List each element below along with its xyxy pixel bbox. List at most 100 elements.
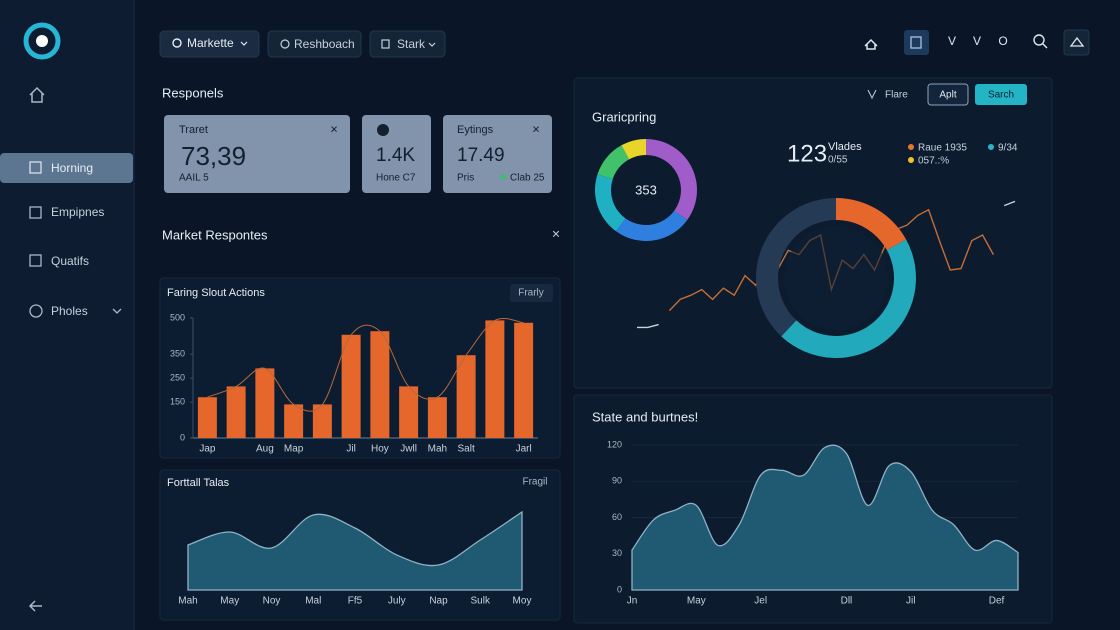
filter-icon bbox=[867, 89, 877, 100]
nav-tab-label[interactable]: Reshboach bbox=[294, 37, 355, 51]
y-tick-label: 90 bbox=[612, 476, 622, 486]
x-tick-label: July bbox=[388, 596, 406, 607]
nav-tab-label[interactable]: Markette bbox=[187, 36, 234, 50]
sidebar-active bbox=[0, 153, 133, 183]
x-tick-label: Mah bbox=[178, 596, 197, 607]
bar bbox=[485, 320, 505, 438]
stat-card bbox=[164, 115, 350, 193]
bar bbox=[427, 397, 447, 438]
x-tick-label: Jwll bbox=[400, 444, 417, 455]
x-tick-label: Jarl bbox=[516, 444, 532, 455]
card-value: 17.49 bbox=[457, 145, 505, 166]
x-tick-label: Jn bbox=[627, 596, 638, 607]
nav-icon[interactable]: V bbox=[973, 34, 981, 48]
home-icon[interactable] bbox=[864, 38, 878, 50]
bar bbox=[399, 386, 419, 438]
button[interactable] bbox=[927, 83, 969, 106]
nav-tab[interactable] bbox=[369, 30, 446, 58]
donut-segment bbox=[646, 139, 697, 220]
chevron bbox=[240, 41, 248, 46]
bar-chart: 0 150 250 350 500 Jap Aug Map Jil Hoy Jwll Mah Salt J… bbox=[170, 312, 538, 455]
bar bbox=[284, 404, 304, 438]
status-dot bbox=[500, 174, 506, 180]
button[interactable] bbox=[510, 284, 553, 302]
card-note: Hone C7 bbox=[376, 173, 416, 184]
nav-tab-label[interactable]: Stark bbox=[397, 37, 426, 51]
card-icon bbox=[377, 124, 389, 136]
tab-icon bbox=[381, 39, 390, 49]
filter-label[interactable]: Flare bbox=[885, 90, 908, 101]
nav-icon[interactable]: O bbox=[998, 34, 1007, 48]
sidebar-item[interactable]: Pholes bbox=[51, 304, 88, 318]
x-tick-label: Hoy bbox=[371, 444, 389, 455]
x-tick-label: Salt bbox=[458, 444, 475, 455]
y-tick-label: 150 bbox=[170, 396, 185, 406]
sidebar-icon bbox=[29, 206, 42, 219]
nav-tab[interactable] bbox=[159, 30, 260, 58]
x-tick-label: Mal bbox=[305, 596, 321, 607]
y-tick-label: 60 bbox=[612, 512, 622, 522]
button-label[interactable]: Frarly bbox=[518, 288, 544, 299]
legend-swatch bbox=[908, 144, 914, 150]
icon bbox=[1069, 36, 1085, 47]
legend-swatch bbox=[988, 144, 994, 150]
button-label[interactable]: Sarch bbox=[988, 90, 1014, 101]
close-icon[interactable]: × bbox=[532, 121, 540, 136]
icon-button[interactable] bbox=[904, 30, 929, 55]
home-icon[interactable] bbox=[29, 86, 45, 103]
card-note: AAIL 5 bbox=[179, 173, 209, 184]
section-title: Market Respontes bbox=[162, 227, 268, 242]
x-tick-label: Jil bbox=[906, 596, 915, 607]
stat-sub: 0/55 bbox=[828, 155, 848, 166]
donut-segment bbox=[621, 139, 646, 160]
legend-swatch bbox=[908, 157, 914, 163]
stat-label: Vlades bbox=[828, 141, 862, 153]
area bbox=[631, 444, 1019, 591]
donut-segment bbox=[594, 174, 626, 232]
close-icon[interactable]: × bbox=[330, 121, 338, 136]
search-icon-handle bbox=[1042, 43, 1048, 49]
area-chart: Mah May Noy Mal Ff5 July Nap Sulk Moy bbox=[178, 510, 531, 607]
logo bbox=[23, 22, 61, 60]
nav-icon[interactable]: V bbox=[948, 34, 956, 48]
sidebar-item[interactable]: Quatifs bbox=[51, 254, 89, 268]
x-tick-label: Map bbox=[284, 444, 304, 455]
button-label[interactable]: Aplt bbox=[939, 90, 956, 101]
sidebar bbox=[0, 0, 134, 630]
sidebar-item[interactable]: Empipnes bbox=[51, 205, 104, 219]
sidebar-icon bbox=[29, 161, 42, 174]
bar bbox=[255, 368, 275, 438]
close-icon[interactable]: × bbox=[552, 226, 560, 242]
x-tick-label: Jel bbox=[754, 596, 767, 607]
chart-title: Forttall Talas bbox=[167, 477, 230, 489]
collapse-icon[interactable] bbox=[28, 600, 42, 612]
x-tick-label: May bbox=[220, 596, 239, 607]
x-tick-label: Jap bbox=[199, 444, 216, 455]
nav-tab[interactable] bbox=[267, 30, 362, 58]
chevron bbox=[112, 308, 122, 314]
x-tick-label: Ff5 bbox=[348, 596, 363, 607]
donut-segment bbox=[836, 198, 907, 251]
y-tick-label: 0 bbox=[180, 432, 185, 442]
bar bbox=[312, 404, 332, 438]
button[interactable] bbox=[975, 84, 1027, 105]
bar bbox=[226, 386, 246, 438]
stat-card bbox=[443, 115, 552, 193]
donut-hole bbox=[784, 226, 888, 330]
sidebar-item[interactable]: Horning bbox=[51, 161, 93, 175]
x-tick-label: Dll bbox=[841, 596, 853, 607]
logo-core bbox=[36, 35, 48, 47]
line bbox=[637, 200, 1016, 329]
button-label[interactable]: Fragil bbox=[522, 477, 547, 488]
bar bbox=[341, 334, 361, 438]
icon-button[interactable] bbox=[1063, 29, 1090, 56]
card-value: 1.4K bbox=[376, 145, 415, 166]
card-label: Eytings bbox=[457, 124, 494, 136]
legend-label: 9/34 bbox=[998, 143, 1018, 154]
chart-title: State and burtnes! bbox=[592, 409, 698, 424]
x-tick-label: Nap bbox=[429, 596, 448, 607]
donut-segment bbox=[597, 145, 630, 180]
donut-segment bbox=[781, 239, 917, 359]
search-icon[interactable] bbox=[1033, 34, 1045, 46]
